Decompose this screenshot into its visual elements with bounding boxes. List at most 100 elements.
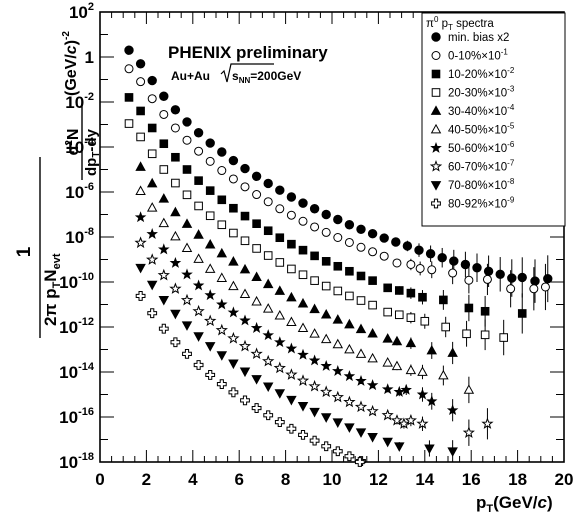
data-point xyxy=(406,313,416,322)
data-point xyxy=(345,266,354,276)
data-point xyxy=(229,228,238,238)
data-point xyxy=(229,203,238,213)
data-point xyxy=(239,263,251,274)
x-tick-label: 6 xyxy=(234,470,243,489)
data-point xyxy=(333,214,343,225)
data-point xyxy=(262,278,274,289)
series-0 xyxy=(124,45,553,303)
legend: π0 pT spectra min. bias x2 0-10%×10-1 10-2… xyxy=(421,12,566,227)
data-point xyxy=(194,146,204,156)
data-point xyxy=(181,268,193,280)
data-point xyxy=(182,190,192,200)
data-point xyxy=(472,263,482,273)
data-point xyxy=(368,247,378,257)
data-point xyxy=(171,178,180,188)
data-point xyxy=(297,322,309,333)
data-point xyxy=(286,291,297,302)
data-point xyxy=(146,177,158,188)
legend-item: 50-60%×10-6 xyxy=(430,140,515,155)
data-point xyxy=(391,360,403,371)
data-point xyxy=(135,291,146,301)
data-point xyxy=(274,417,285,428)
data-point xyxy=(366,379,379,391)
data-point xyxy=(251,375,262,385)
data-point xyxy=(462,426,475,438)
legend-item: 40-50%×10-5 xyxy=(430,122,515,137)
data-point xyxy=(321,227,331,237)
data-point xyxy=(135,185,146,195)
y-tick-label: 10-16 xyxy=(59,406,94,427)
data-point xyxy=(194,201,203,211)
data-point xyxy=(426,344,438,355)
data-point xyxy=(309,303,320,314)
data-point xyxy=(273,361,286,374)
data-point xyxy=(275,185,285,195)
legend-label: 10-20%×10-2 xyxy=(448,66,515,81)
y-tick-label: 1 xyxy=(85,48,94,67)
data-point xyxy=(146,228,158,239)
y-tick-label: 10-12 xyxy=(59,316,94,337)
data-point xyxy=(464,303,474,313)
legend-marker xyxy=(431,198,441,209)
data-point xyxy=(298,430,308,440)
data-point xyxy=(320,333,332,344)
data-point xyxy=(517,309,527,318)
data-point xyxy=(332,446,343,457)
data-point xyxy=(146,253,159,265)
data-point xyxy=(262,303,274,313)
data-point xyxy=(296,374,310,386)
data-point xyxy=(321,257,331,266)
data-point xyxy=(420,316,430,326)
data-point xyxy=(146,202,158,212)
data-point xyxy=(286,395,297,406)
data-point xyxy=(355,374,367,386)
data-point xyxy=(355,348,367,358)
data-point xyxy=(529,284,539,294)
data-point xyxy=(400,383,412,395)
data-point xyxy=(438,369,449,380)
data-point xyxy=(416,417,429,429)
data-point xyxy=(394,286,404,295)
data-point xyxy=(194,176,203,185)
system-label: Au+Au xyxy=(171,69,210,83)
data-point xyxy=(182,348,192,359)
data-point xyxy=(540,282,550,292)
data-point xyxy=(262,382,274,392)
legend-item: 20-30%×10-3 xyxy=(431,85,515,100)
data-point xyxy=(263,251,273,260)
data-point xyxy=(344,343,355,354)
data-point xyxy=(309,204,320,214)
data-point xyxy=(170,230,181,241)
data-point xyxy=(181,242,193,253)
data-point xyxy=(217,220,227,230)
data-point xyxy=(405,337,417,348)
legend-item: 10-20%×10-2 xyxy=(431,66,515,81)
data-point xyxy=(205,211,215,221)
data-point xyxy=(393,385,406,397)
data-point xyxy=(157,268,170,281)
data-point xyxy=(262,354,275,367)
data-point xyxy=(204,238,216,249)
sqrt-symbol xyxy=(220,63,274,83)
data-point xyxy=(238,339,252,352)
data-point xyxy=(394,442,405,452)
data-point xyxy=(309,328,320,338)
data-point xyxy=(251,171,262,181)
legend-item: 70-80%×10-8 xyxy=(430,177,515,192)
data-point xyxy=(217,195,227,205)
legend-item: min. bias x2 xyxy=(431,32,509,44)
data-point xyxy=(368,276,377,285)
data-point xyxy=(460,259,471,270)
data-point xyxy=(320,308,332,319)
x-tick-label: 8 xyxy=(281,470,290,489)
data-point xyxy=(356,271,366,281)
data-point xyxy=(182,117,192,127)
data-point xyxy=(447,347,458,357)
data-point xyxy=(332,314,344,324)
data-point xyxy=(286,423,297,434)
data-point xyxy=(382,357,393,367)
series-8 xyxy=(135,263,458,463)
data-point xyxy=(415,263,425,273)
data-point xyxy=(345,291,354,301)
data-point xyxy=(286,316,297,327)
